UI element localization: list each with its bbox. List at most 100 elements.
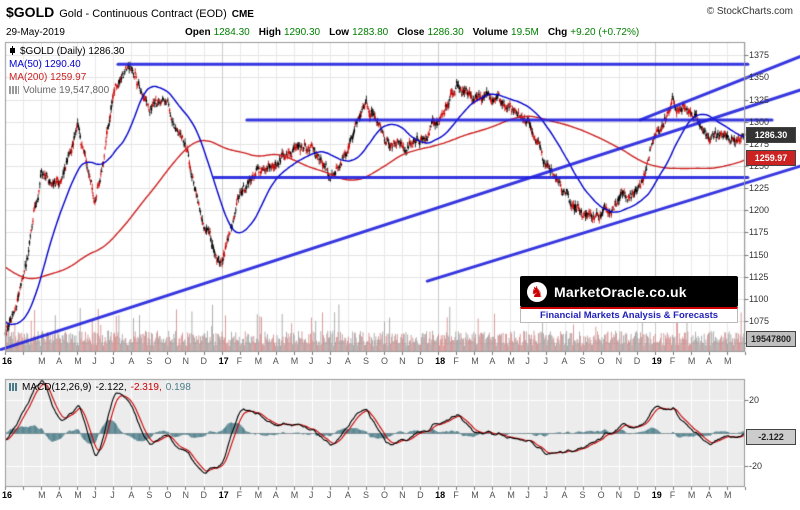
month-tick-label: D <box>200 356 208 366</box>
legend-ma50: MA(50) 1290.40 <box>9 59 81 70</box>
month-tick-label: F <box>236 490 243 500</box>
month-tick-label: S <box>362 356 369 366</box>
month-tick-label: J <box>543 490 548 500</box>
ma200-axis-box: 1259.97 <box>746 150 796 167</box>
month-tick-label: A <box>489 490 496 500</box>
copyright-text: © StockCharts.com <box>706 6 793 17</box>
month-tick-label: A <box>344 490 351 500</box>
macd-axis-box: -2.122 <box>746 429 796 446</box>
month-tick-label: M <box>471 490 479 500</box>
month-tick-label: J <box>525 356 530 366</box>
month-tick-label: J <box>92 490 97 500</box>
month-tick-label: O <box>381 356 389 366</box>
month-tick-label: J <box>326 490 332 500</box>
quote-value: +9.20 (+0.72%) <box>570 27 640 38</box>
month-tick-label: M <box>254 490 263 500</box>
watermark-title: MarketOracle.co.uk <box>554 283 687 300</box>
month-tick-label: 18 <box>435 356 446 366</box>
month-tick-label: A <box>128 490 135 500</box>
month-tick-label: O <box>164 356 172 366</box>
month-tick-label: F <box>669 490 676 500</box>
month-tick-label: 16 <box>2 490 13 500</box>
month-tick-label: S <box>362 490 369 500</box>
month-tick-label: A <box>128 356 135 366</box>
month-tick-label: M <box>507 356 515 366</box>
month-tick-label: M <box>687 356 696 366</box>
month-tick-label: F <box>236 356 243 366</box>
candlestick-icon <box>9 46 16 55</box>
month-tick-label: J <box>543 356 548 366</box>
month-tick-label: F <box>453 490 459 500</box>
quote-label: Close <box>397 27 425 38</box>
month-tick-label: A <box>344 356 351 366</box>
month-tick-label: A <box>561 490 568 500</box>
time-axis-main: 16 M A M J J A S O N D 17 F M A M J J A S O N D 18 F M A M J J A S O N D 19… <box>0 356 800 369</box>
marketoracle-icon: ♞ <box>527 281 547 302</box>
month-tick-label: J <box>110 490 115 500</box>
month-tick-label: 19 <box>651 356 662 366</box>
month-tick-label: J <box>308 356 314 366</box>
time-axis-macd: 16 M A M J J A S O N D 17 F M A M J J A S O N D 18 F M A M J J A S O N D 19… <box>0 490 800 503</box>
month-tick-label: N <box>182 356 189 366</box>
quote-label: Low <box>329 27 350 38</box>
month-tick-label: M <box>723 490 732 500</box>
month-tick-label: M <box>687 490 696 500</box>
macd-histogram-icon <box>9 383 18 391</box>
month-tick-label: S <box>146 490 153 500</box>
chart-header: $GOLD Gold - Continuous Contract (EOD) CME <box>6 4 254 22</box>
month-tick-label: 19 <box>651 490 662 500</box>
volume-icon <box>9 86 19 94</box>
marketoracle-watermark: ♞ MarketOracle.co.uk Financial Markets A… <box>520 276 738 323</box>
month-tick-label: A <box>705 356 712 366</box>
quote-label: Volume <box>472 27 509 38</box>
watermark-subtitle: Financial Markets Analysis & Forecasts <box>520 307 738 323</box>
month-tick-label: D <box>417 356 424 366</box>
month-tick-label: M <box>507 490 515 500</box>
month-tick-label: M <box>290 356 299 366</box>
last-price-axis-box: 1286.30 <box>746 126 796 143</box>
month-tick-label: M <box>723 356 732 366</box>
quote-label: Open <box>185 27 211 38</box>
month-tick-label: 17 <box>218 356 229 366</box>
month-tick-label: S <box>146 356 153 366</box>
month-tick-label: 17 <box>218 490 229 500</box>
month-tick-label: S <box>579 490 586 500</box>
month-tick-label: M <box>74 356 82 366</box>
month-tick-label: D <box>633 490 641 500</box>
month-tick-label: A <box>561 356 568 366</box>
month-tick-label: M <box>38 356 46 366</box>
legend-symbol: $GOLD (Daily) 1286.30 <box>20 46 125 57</box>
quote-value: 1284.30 <box>213 27 250 38</box>
month-tick-label: A <box>272 356 279 366</box>
month-tick-label: J <box>326 356 332 366</box>
month-tick-label: N <box>182 490 189 500</box>
quote-value: 1290.30 <box>283 27 321 38</box>
month-tick-label: D <box>633 356 641 366</box>
month-tick-label: O <box>597 356 605 366</box>
month-tick-label: A <box>56 356 63 366</box>
month-tick-label: A <box>272 490 279 500</box>
quote-value: 1286.30 <box>427 27 464 38</box>
month-tick-label: N <box>399 356 406 366</box>
macd-legend-label: MACD(12,26,9) <box>22 382 92 393</box>
month-tick-label: J <box>92 356 97 366</box>
legend-volume: Volume 19,547,800 <box>23 85 110 96</box>
macd-hist-value: 0.198 <box>165 382 191 393</box>
month-tick-label: D <box>200 490 208 500</box>
month-tick-label: A <box>489 356 496 366</box>
instrument-name: Gold - Continuous Contract (EOD) <box>59 8 227 20</box>
month-tick-label: O <box>597 490 605 500</box>
macd-signal-value: -2.319, <box>130 382 162 393</box>
quote-date: 29-May-2019 <box>6 27 65 38</box>
watermark-banner: ♞ MarketOracle.co.uk <box>520 276 738 307</box>
main-legend: $GOLD (Daily) 1286.30 MA(50) 1290.40 MA(… <box>9 45 125 97</box>
month-tick-label: M <box>471 356 479 366</box>
month-tick-label: M <box>38 490 46 500</box>
quote-value: 1283.80 <box>352 27 389 38</box>
month-tick-label: N <box>399 490 406 500</box>
month-tick-label: S <box>579 356 586 366</box>
month-tick-label: A <box>705 490 712 500</box>
month-tick-label: M <box>74 490 82 500</box>
